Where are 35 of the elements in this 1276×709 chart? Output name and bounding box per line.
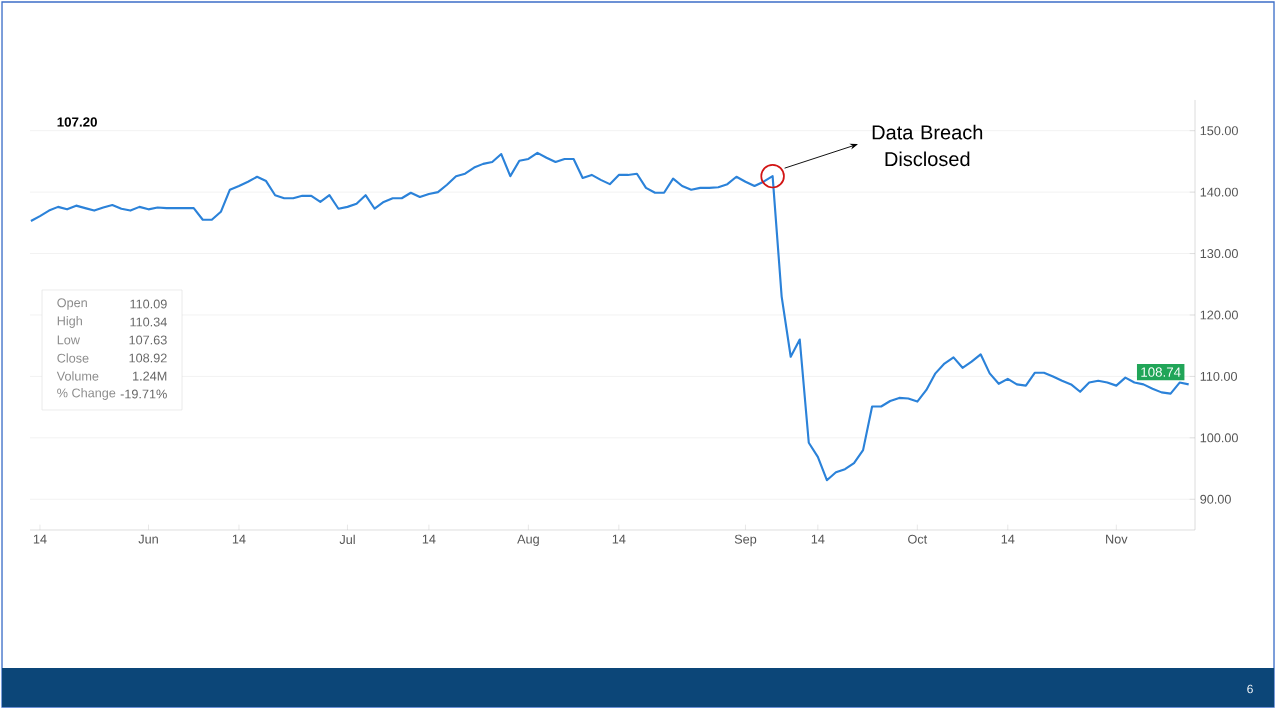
x-tick-label: Nov (1106, 534, 1128, 544)
x-tick-label: Jun (138, 534, 158, 544)
y-tick-label: 110.00 (1200, 371, 1238, 381)
annotation: Data Breach Disclosed (872, 124, 983, 167)
x-tick-label: 14 (33, 534, 47, 544)
annotation: Volume (56, 371, 99, 381)
annotation: -19.71% (120, 389, 167, 399)
x-tick-label: 14 (811, 534, 825, 544)
x-tick-label: 14 (232, 534, 246, 544)
annotation: 108.74 (1141, 367, 1181, 377)
annotation: 110.09 (130, 299, 167, 309)
x-tick-label: Sep (734, 534, 757, 547)
y-tick-label: 130.00 (1200, 249, 1238, 259)
y-tick-label: 120.00 (1200, 310, 1238, 320)
y-tick-label: 100.00 (1200, 433, 1238, 443)
annotation: Low (57, 335, 80, 345)
annotation: High (57, 316, 82, 328)
x-tick-label: 14 (612, 534, 626, 544)
annotation: Open (57, 298, 87, 310)
x-tick-label: 14 (422, 534, 436, 544)
y-tick-label: 90.00 (1200, 494, 1231, 504)
annotation: 1.24M (133, 371, 167, 381)
annotation: Close (57, 353, 89, 363)
annotation: % Change (57, 388, 116, 400)
y-tick-label: 150.00 (1200, 126, 1238, 136)
x-tick-label: Aug (517, 534, 539, 547)
annotation: 110.34 (130, 317, 167, 327)
annotation: 108.92 (129, 353, 167, 363)
annotation: 107.63 (129, 335, 167, 345)
text: 6 (1247, 684, 1253, 694)
x-tick-label: Jul (339, 534, 355, 544)
x-tick-label: 14 (1001, 534, 1015, 544)
y-tick-label: 140.00 (1200, 187, 1238, 197)
annotation: 107.20 (57, 117, 97, 127)
x-tick-label: Oct (908, 534, 928, 544)
